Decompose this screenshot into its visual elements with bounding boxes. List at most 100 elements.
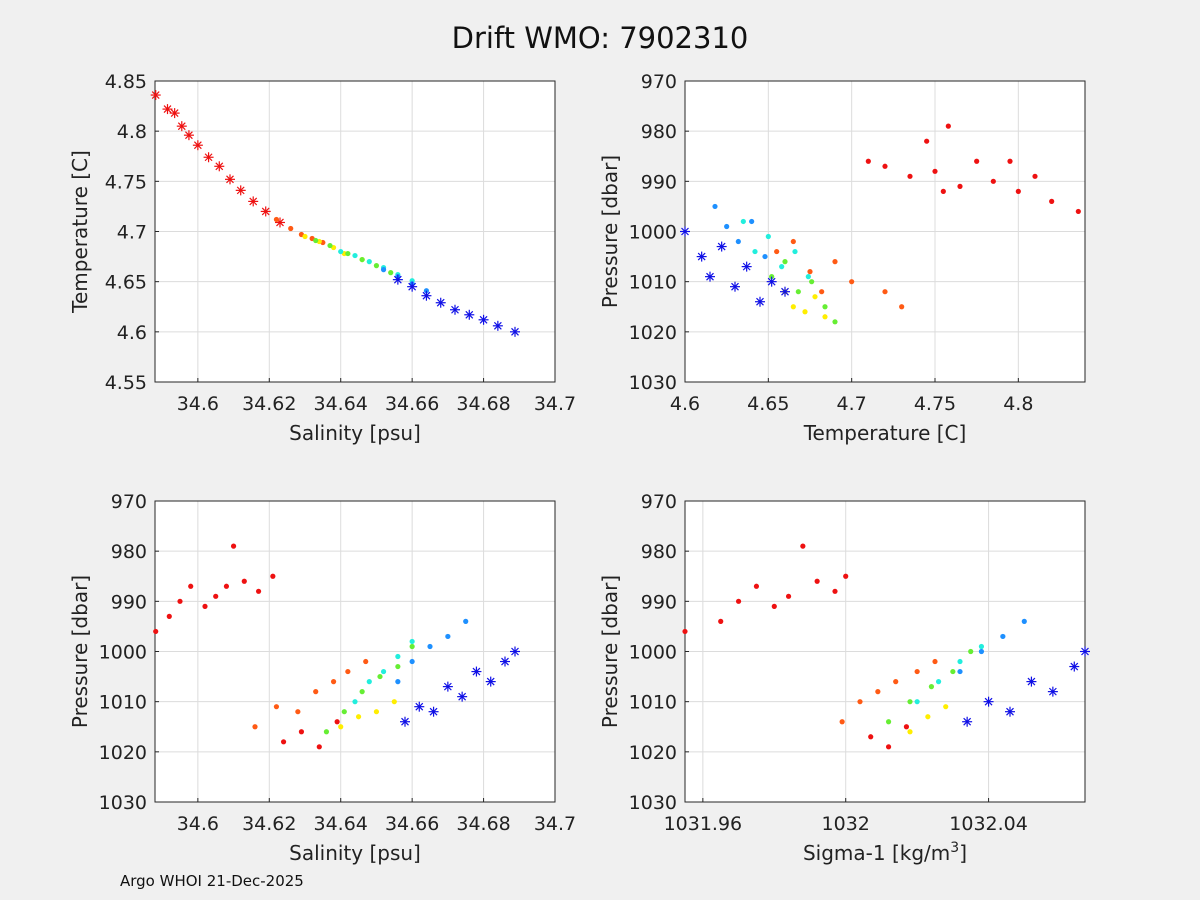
data-point-star: [192, 140, 203, 151]
data-point: [849, 279, 855, 285]
data-point-star: [1005, 706, 1015, 717]
data-point: [800, 543, 806, 549]
data-point: [843, 573, 849, 579]
y-tick-label: 1000: [629, 222, 677, 244]
data-point: [352, 252, 358, 259]
y-tick-label: 970: [111, 491, 147, 513]
x-tick-label: 34.68: [456, 813, 510, 835]
x-axis-label-tail: ]: [959, 841, 967, 865]
x-tick-label: 1032.04: [949, 813, 1028, 835]
data-point-star: [183, 130, 194, 141]
data-point-star: [500, 656, 510, 667]
figure-title: Drift WMO: 7902310: [452, 21, 749, 55]
data-point: [928, 684, 935, 690]
data-point-star: [766, 276, 777, 287]
y-tick-label: 1020: [629, 742, 677, 764]
data-point: [341, 709, 347, 715]
data-point: [957, 668, 963, 675]
data-point: [316, 744, 322, 750]
y-tick-label: 970: [641, 491, 677, 513]
data-point: [868, 734, 874, 740]
data-point: [288, 225, 294, 232]
data-point: [753, 583, 760, 589]
data-point-star: [169, 108, 180, 119]
data-point-star: [428, 706, 439, 717]
data-point-star: [492, 320, 503, 331]
data-point: [712, 203, 718, 210]
data-point: [968, 648, 974, 655]
x-axis-label-superscript: 3: [950, 840, 959, 856]
y-tick-label: 980: [641, 121, 677, 143]
data-point: [345, 250, 351, 257]
y-tick-label: 1020: [629, 322, 677, 344]
data-point: [280, 739, 287, 745]
y-tick-label: 990: [111, 591, 147, 613]
data-point: [330, 679, 337, 685]
data-point: [752, 248, 758, 255]
data-point: [865, 158, 871, 164]
data-point-star: [730, 281, 740, 292]
data-point: [990, 178, 996, 184]
y-tick-label: 4.85: [105, 71, 147, 93]
footer-credit: Argo WHOI 21-Dec-2025: [120, 872, 304, 890]
data-point: [295, 709, 301, 715]
data-point: [177, 598, 183, 604]
data-point: [166, 613, 172, 619]
data-point: [771, 603, 777, 609]
data-point: [907, 729, 913, 735]
data-point-star: [225, 174, 235, 185]
data-point-star: [457, 691, 468, 702]
data-point: [395, 679, 401, 685]
data-point: [298, 729, 305, 735]
data-point-star: [235, 185, 246, 196]
y-tick-label: 1030: [629, 372, 677, 394]
x-tick-label: 34.6: [177, 813, 219, 835]
data-point: [409, 638, 415, 645]
data-point-star: [464, 309, 475, 320]
x-tick-label: 4.75: [914, 393, 956, 415]
x-tick-label: 34.66: [385, 813, 439, 835]
data-point: [924, 138, 930, 144]
data-point-star: [478, 314, 489, 325]
data-point: [338, 248, 344, 255]
data-point: [974, 158, 980, 164]
data-point: [749, 218, 755, 225]
data-point: [427, 643, 433, 650]
data-point: [735, 238, 741, 245]
data-point: [740, 218, 746, 225]
data-point: [832, 319, 838, 325]
data-point: [380, 668, 387, 675]
data-point: [957, 183, 963, 189]
data-point: [935, 679, 942, 685]
data-point: [790, 238, 796, 245]
data-point-star: [983, 696, 994, 707]
y-tick-label: 1030: [99, 792, 147, 814]
data-marks: [680, 123, 1081, 325]
axes-frame: [154, 80, 556, 383]
data-point: [907, 699, 913, 705]
data-point: [380, 267, 387, 273]
axes-frame: [154, 500, 556, 803]
data-point: [792, 248, 798, 255]
data-point: [423, 288, 430, 294]
data-point-star: [442, 681, 453, 692]
data-point: [682, 628, 688, 635]
data-point-star: [485, 676, 496, 687]
data-point-star: [260, 206, 271, 217]
data-point: [463, 618, 469, 625]
x-tick-label: 34.62: [242, 393, 296, 415]
data-point: [839, 719, 845, 725]
data-point: [241, 578, 247, 584]
data-point-star: [705, 271, 715, 282]
y-axis-label: Pressure [dbar]: [598, 575, 622, 728]
data-point: [391, 699, 397, 705]
data-point-star: [421, 290, 432, 301]
data-point: [359, 689, 365, 695]
data-point: [978, 648, 985, 655]
data-point-star: [1069, 661, 1080, 672]
data-point-star: [203, 152, 214, 163]
data-point: [252, 724, 258, 730]
data-point: [814, 578, 820, 584]
y-tick-label: 1010: [629, 272, 677, 294]
data-point-star: [741, 261, 752, 272]
